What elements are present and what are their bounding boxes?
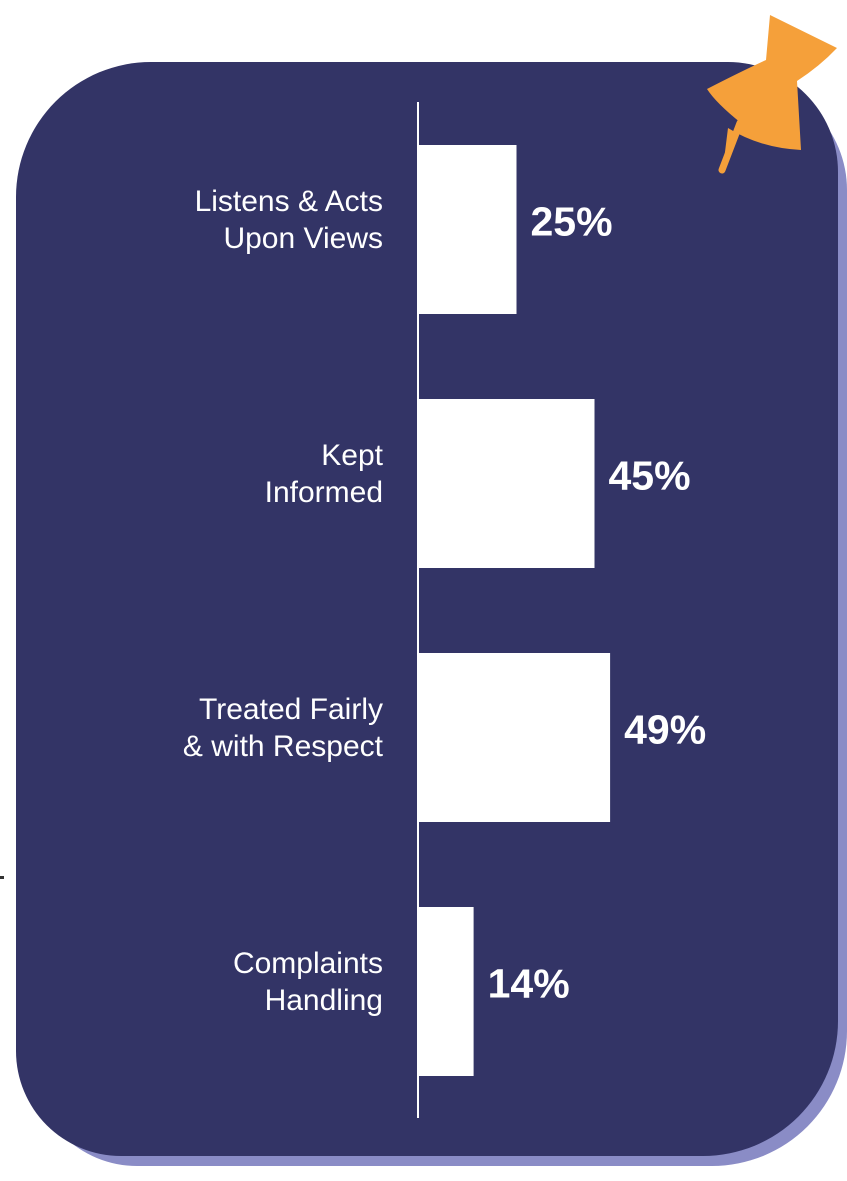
- pushpin-icon: [707, 15, 837, 174]
- category-label-2: Kept Informed: [265, 439, 384, 509]
- bar-1: [419, 145, 517, 314]
- category-label-line: Complaints: [233, 947, 383, 980]
- bar-2: [419, 399, 595, 568]
- value-label-2: 45%: [609, 453, 691, 499]
- value-label-1: 25%: [531, 199, 613, 245]
- category-label-line: Kept: [321, 439, 383, 472]
- category-label-4: Complaints Handling: [233, 947, 383, 1017]
- category-label-1: Listens & Acts Upon Views: [195, 185, 383, 255]
- category-label-3: Treated Fairly & with Respect: [183, 693, 384, 763]
- category-label-line: & with Respect: [183, 730, 384, 763]
- stray-tick-mark: [0, 876, 4, 879]
- category-label-line: Treated Fairly: [199, 693, 383, 726]
- value-label-4: 14%: [488, 961, 570, 1007]
- category-label-line: Listens & Acts: [195, 185, 383, 218]
- value-label-3: 49%: [624, 707, 706, 753]
- category-label-line: Informed: [265, 476, 383, 509]
- bars-layer: Listens & Acts Upon Views 25% Kept Informed 4…: [183, 145, 706, 1076]
- category-label-line: Upon Views: [223, 222, 383, 255]
- category-label-line: Handling: [265, 984, 383, 1017]
- bar-3: [419, 653, 611, 822]
- bar-4: [419, 907, 474, 1076]
